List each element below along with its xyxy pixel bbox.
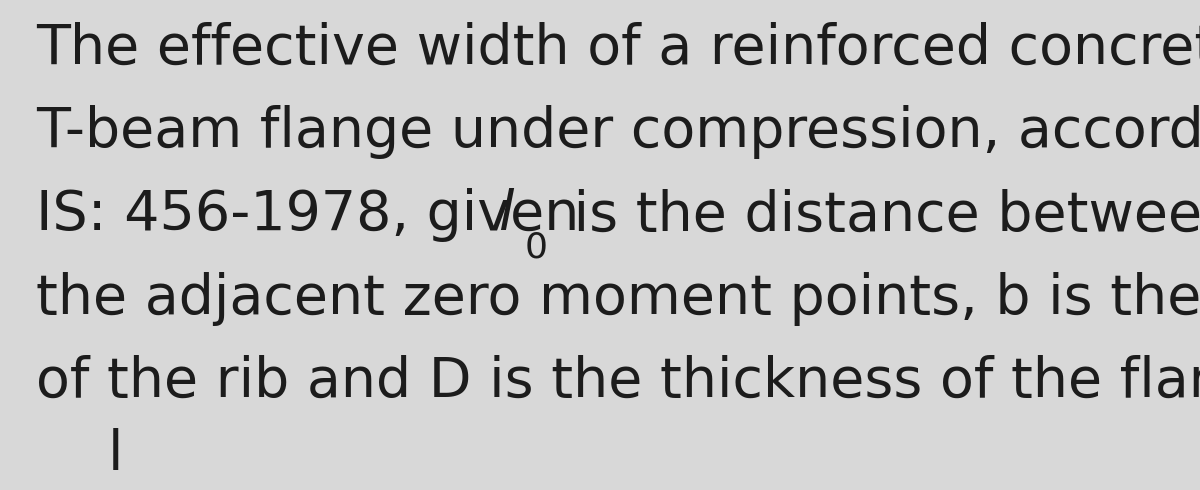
Text: is the distance between: is the distance between <box>556 188 1200 242</box>
Text: T-beam flange under compression, according to: T-beam flange under compression, accordi… <box>36 105 1200 159</box>
Text: the adjacent zero moment points, b is the breadth: the adjacent zero moment points, b is th… <box>36 271 1200 325</box>
Text: 0: 0 <box>524 230 547 264</box>
Text: The effective width of a reinforced concrete: The effective width of a reinforced conc… <box>36 22 1200 75</box>
Text: l: l <box>108 428 124 482</box>
Text: IS: 456-1978, given: IS: 456-1978, given <box>36 188 598 242</box>
Text: of the rib and D is the thickness of the flange, is: of the rib and D is the thickness of the… <box>36 355 1200 409</box>
Text: $\it{l}$: $\it{l}$ <box>498 188 515 242</box>
